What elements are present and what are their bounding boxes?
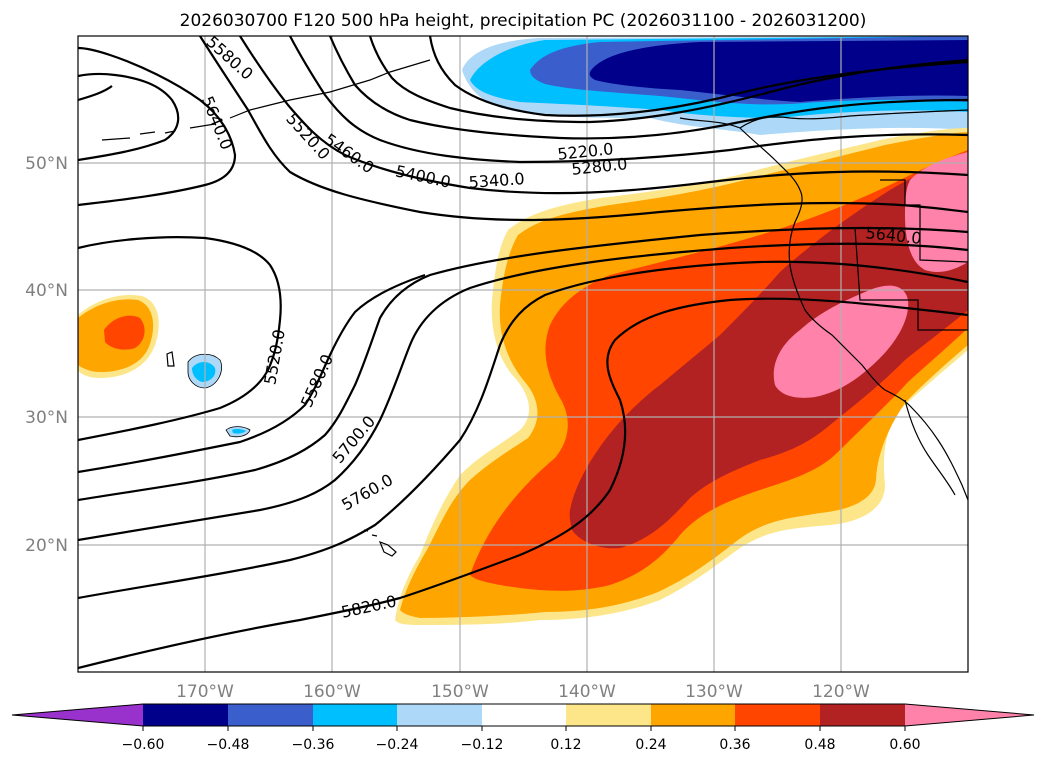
colorbar-extend-high [905,704,1034,726]
lat-label: 30°N [25,408,68,428]
colorbar-tick-label: 0.12 [550,737,581,753]
map-frame [77,35,969,673]
lon-label: 140°W [558,682,616,702]
colorbar: −0.60 −0.48 −0.36 −0.24 −0.12 0.12 0.24 … [11,703,1035,753]
figure-title: 2026030700 F120 500 hPa height, precipit… [180,11,867,31]
colorbar-segment [143,704,228,726]
lat-label: 40°N [25,281,68,301]
colorbar-tick-label: 0.60 [889,737,920,753]
colorbar-segment [397,704,482,726]
colorbar-segment [566,704,651,726]
colorbar-tick-label: −0.36 [292,737,335,753]
lon-label: 120°W [812,682,870,702]
lon-label: 170°W [176,682,234,702]
colorbar-segment [482,704,566,726]
contour-label: 5340.0 [468,169,525,192]
colorbar-tick-label: −0.60 [122,737,165,753]
colorbar-tick-label: 0.24 [635,737,666,753]
lat-label: 50°N [25,154,68,174]
lon-label: 160°W [303,682,361,702]
colorbar-tick-label: 0.36 [719,737,750,753]
colorbar-segment [228,704,313,726]
colorbar-segment [651,704,735,726]
longitude-labels: 170°W 160°W 150°W 140°W 130°W 120°W [176,682,870,702]
lat-label: 20°N [25,536,68,556]
colorbar-segment [313,704,397,726]
latitude-labels: 50°N 40°N 30°N 20°N [25,154,68,556]
colorbar-tick-label: 0.48 [804,737,835,753]
colorbar-segment [820,704,905,726]
lon-label: 150°W [431,682,489,702]
graticule [78,36,968,672]
colorbar-segment [735,704,820,726]
height-contours [78,36,968,670]
colorbar-tick-label: −0.12 [461,737,504,753]
lon-label: 130°W [685,682,743,702]
colorbar-tick-label: −0.24 [376,737,419,753]
colorbar-extend-low [12,704,143,726]
map-area [78,36,968,672]
colorbar-tick-label: −0.48 [207,737,250,753]
